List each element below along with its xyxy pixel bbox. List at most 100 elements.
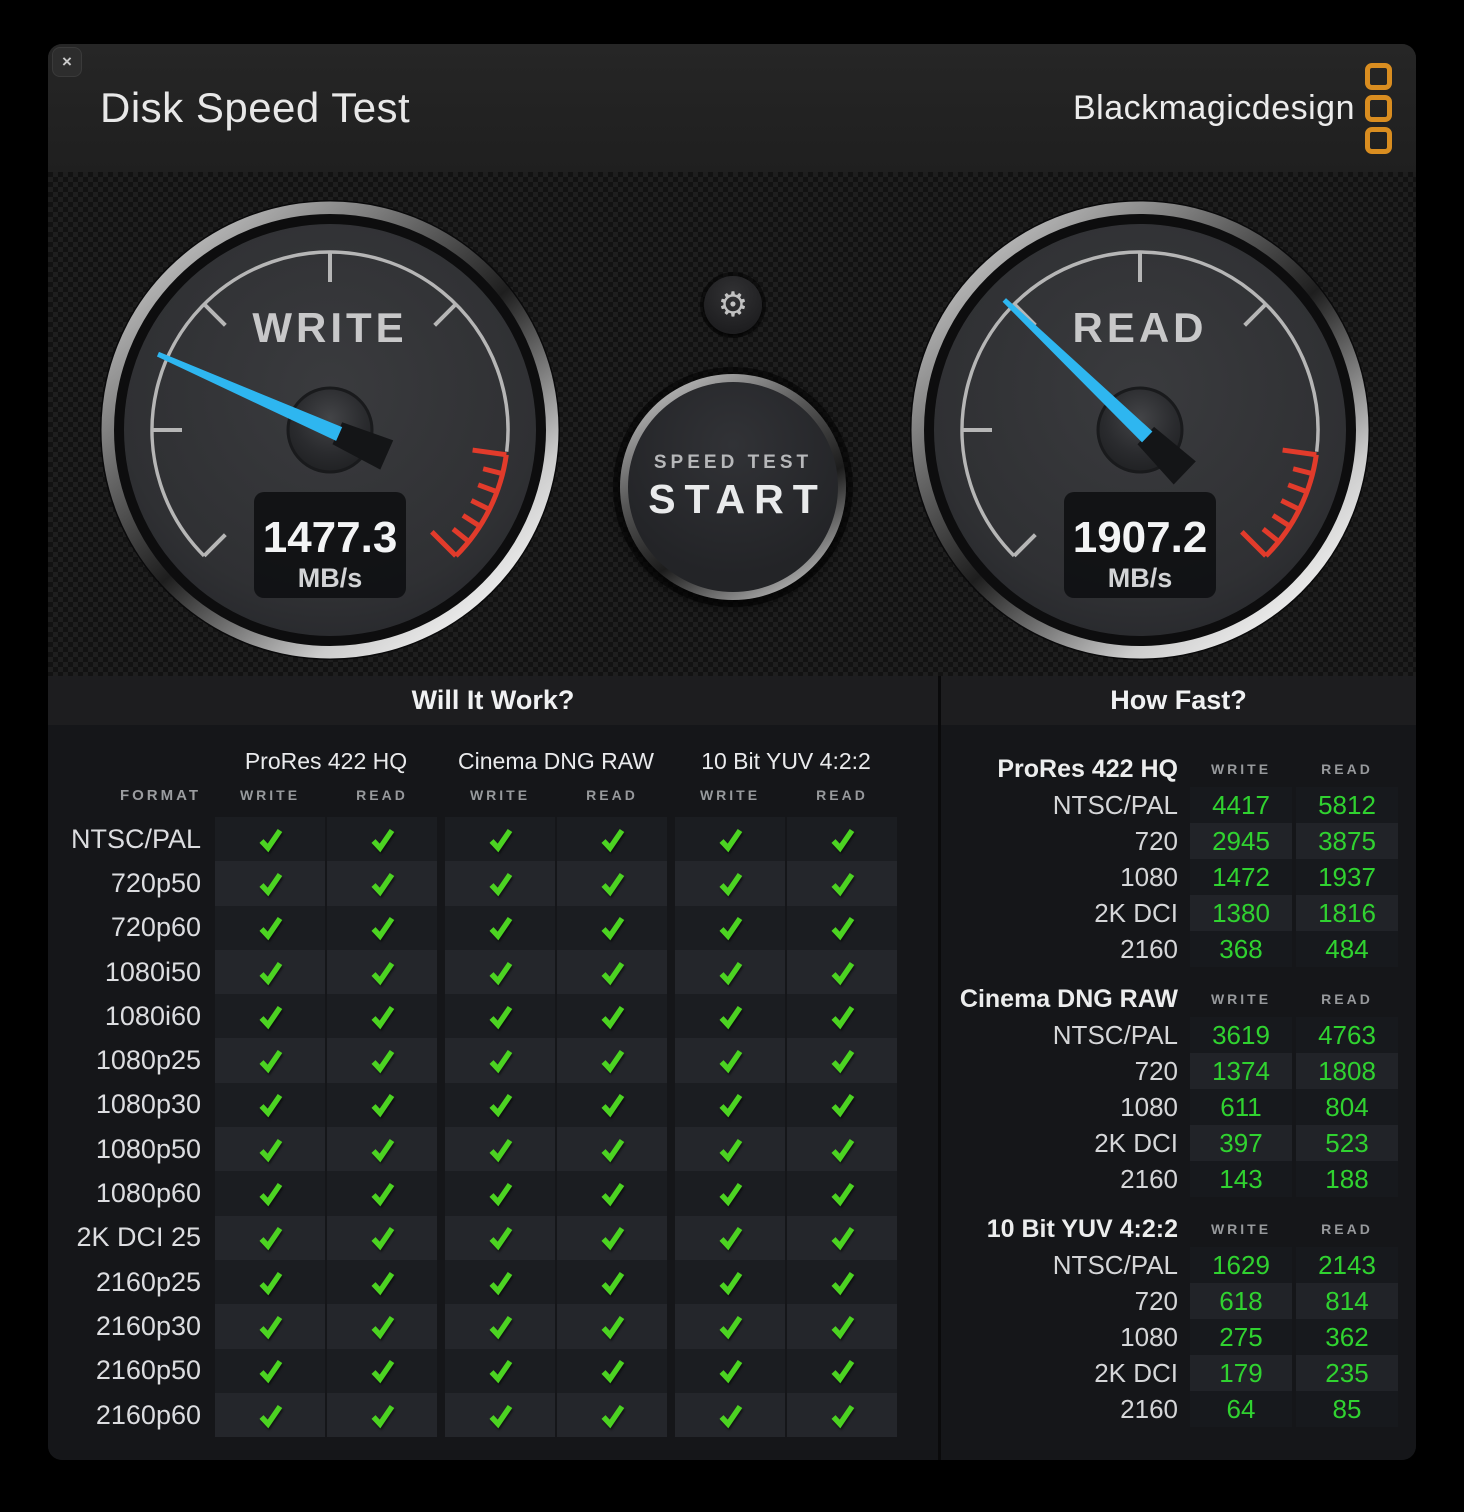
check-cell [787,1392,897,1438]
write-value: 618 [1190,1283,1292,1319]
write-value: 1629 [1190,1247,1292,1283]
write-value: 179 [1190,1355,1292,1391]
check-cell [557,1348,667,1393]
format-label: 1080 [1120,1321,1178,1352]
read-value: 1816 [1296,895,1398,931]
check-icon [488,961,512,985]
write-value: 397 [1190,1125,1292,1161]
check-cell [327,994,437,1039]
check-icon [488,1404,512,1428]
gauge-metal-ring [911,201,1369,659]
check-cell [215,1127,325,1172]
write-value: 368 [1190,931,1292,967]
check-cell [215,1038,325,1083]
check-icon [370,1005,394,1030]
read-value: 3875 [1296,823,1398,859]
check-icon [830,1050,854,1074]
write-value: 611 [1190,1089,1292,1125]
write-value: 4417 [1190,787,1292,823]
check-icon [718,1227,742,1251]
read-value: 2143 [1296,1247,1398,1283]
check-cell [445,1392,555,1438]
check-cell [215,861,325,906]
check-icon [718,872,742,897]
format-label: NTSC/PAL [1052,1249,1178,1280]
settings-button[interactable]: ⚙ [704,276,762,334]
how-fast-sections: ProRes 422 HQ WRITE READ NTSC/PAL 4417 5812 72… [941,751,1416,1427]
read-value: 523 [1296,1125,1398,1161]
check-icon [488,1005,512,1030]
read-value: 4763 [1296,1017,1398,1053]
check-icon [488,828,512,853]
check-icon [830,828,854,853]
check-icon [830,1182,854,1207]
close-icon: × [62,52,72,71]
check-cell [675,1082,785,1128]
write-value: 1380 [1190,895,1292,931]
gauge-value-box [1064,492,1216,598]
check-cell [327,1171,437,1216]
write-value: 1374 [1190,1053,1292,1089]
check-cell [557,949,667,995]
table-row: 2K DCI 397 523 [941,1125,1416,1161]
check-cell [675,1038,785,1083]
logo-text: Blackmagicdesign [1072,88,1355,127]
check-cell [557,994,667,1039]
check-cell [327,949,437,995]
check-icon [488,872,512,897]
format-label: 2160p50 [95,1355,201,1386]
check-cell [327,1392,437,1438]
check-icon [600,1182,624,1207]
check-icon [600,917,624,941]
read-value: 1937 [1296,859,1398,895]
check-icon [718,1404,742,1428]
subheader-read: READ [356,787,408,803]
start-button[interactable]: SPEED TEST START [620,374,846,600]
read-column-header: READ [1321,991,1373,1007]
how-fast-section: 10 Bit YUV 4:2:2 WRITE READ NTSC/PAL 1629 214… [941,1211,1416,1427]
check-icon [488,1050,512,1074]
check-icon [600,1404,624,1428]
table-row: 1080p25 [48,1038,938,1083]
check-icon [370,1271,394,1295]
table-row: NTSC/PAL [48,817,938,862]
table-row: 1080 1472 1937 [941,859,1416,895]
check-icon [600,1271,624,1295]
format-label: 1080p60 [95,1178,201,1209]
check-icon [600,1094,624,1118]
check-cell [675,1392,785,1438]
table-row: NTSC/PAL 4417 5812 [941,787,1416,823]
start-button-subtitle: SPEED TEST [653,451,813,473]
table-row: 720 618 814 [941,1283,1416,1319]
check-cell [445,861,555,906]
check-icon [600,1315,624,1340]
table-row: 2160 368 484 [941,931,1416,967]
check-cell [445,994,555,1039]
close-button[interactable]: × [52,47,82,77]
check-cell [215,1392,325,1438]
app-title: Disk Speed Test [100,84,411,131]
read-gauge: READ 1907.2 MB/s [910,200,1370,660]
check-cell [787,994,897,1039]
logo-square-icon [1365,62,1392,90]
check-icon [370,1360,394,1384]
format-label: 2K DCI [1094,1357,1178,1388]
check-icon [258,1360,282,1384]
check-cell [557,1259,667,1305]
check-icon [600,1050,624,1074]
check-icon [370,917,394,941]
gauge-unit: MB/s [298,563,363,593]
check-cell [327,1348,437,1393]
will-it-work-table: NTSC/PAL 720p50 720p60 1080i50 1080i60 1080p2… [48,817,938,1438]
check-cell [327,861,437,906]
format-label: 2K DCI 25 [76,1222,201,1253]
check-icon [488,1182,512,1207]
check-icon [830,1094,854,1118]
check-icon [830,1005,854,1030]
table-row: 720 2945 3875 [941,823,1416,859]
check-cell [445,1259,555,1305]
check-cell [327,1215,437,1260]
check-icon [258,1138,282,1163]
check-cell [675,905,785,950]
how-fast-section: Cinema DNG RAW WRITE READ NTSC/PAL 3619 4763 7… [941,981,1416,1197]
